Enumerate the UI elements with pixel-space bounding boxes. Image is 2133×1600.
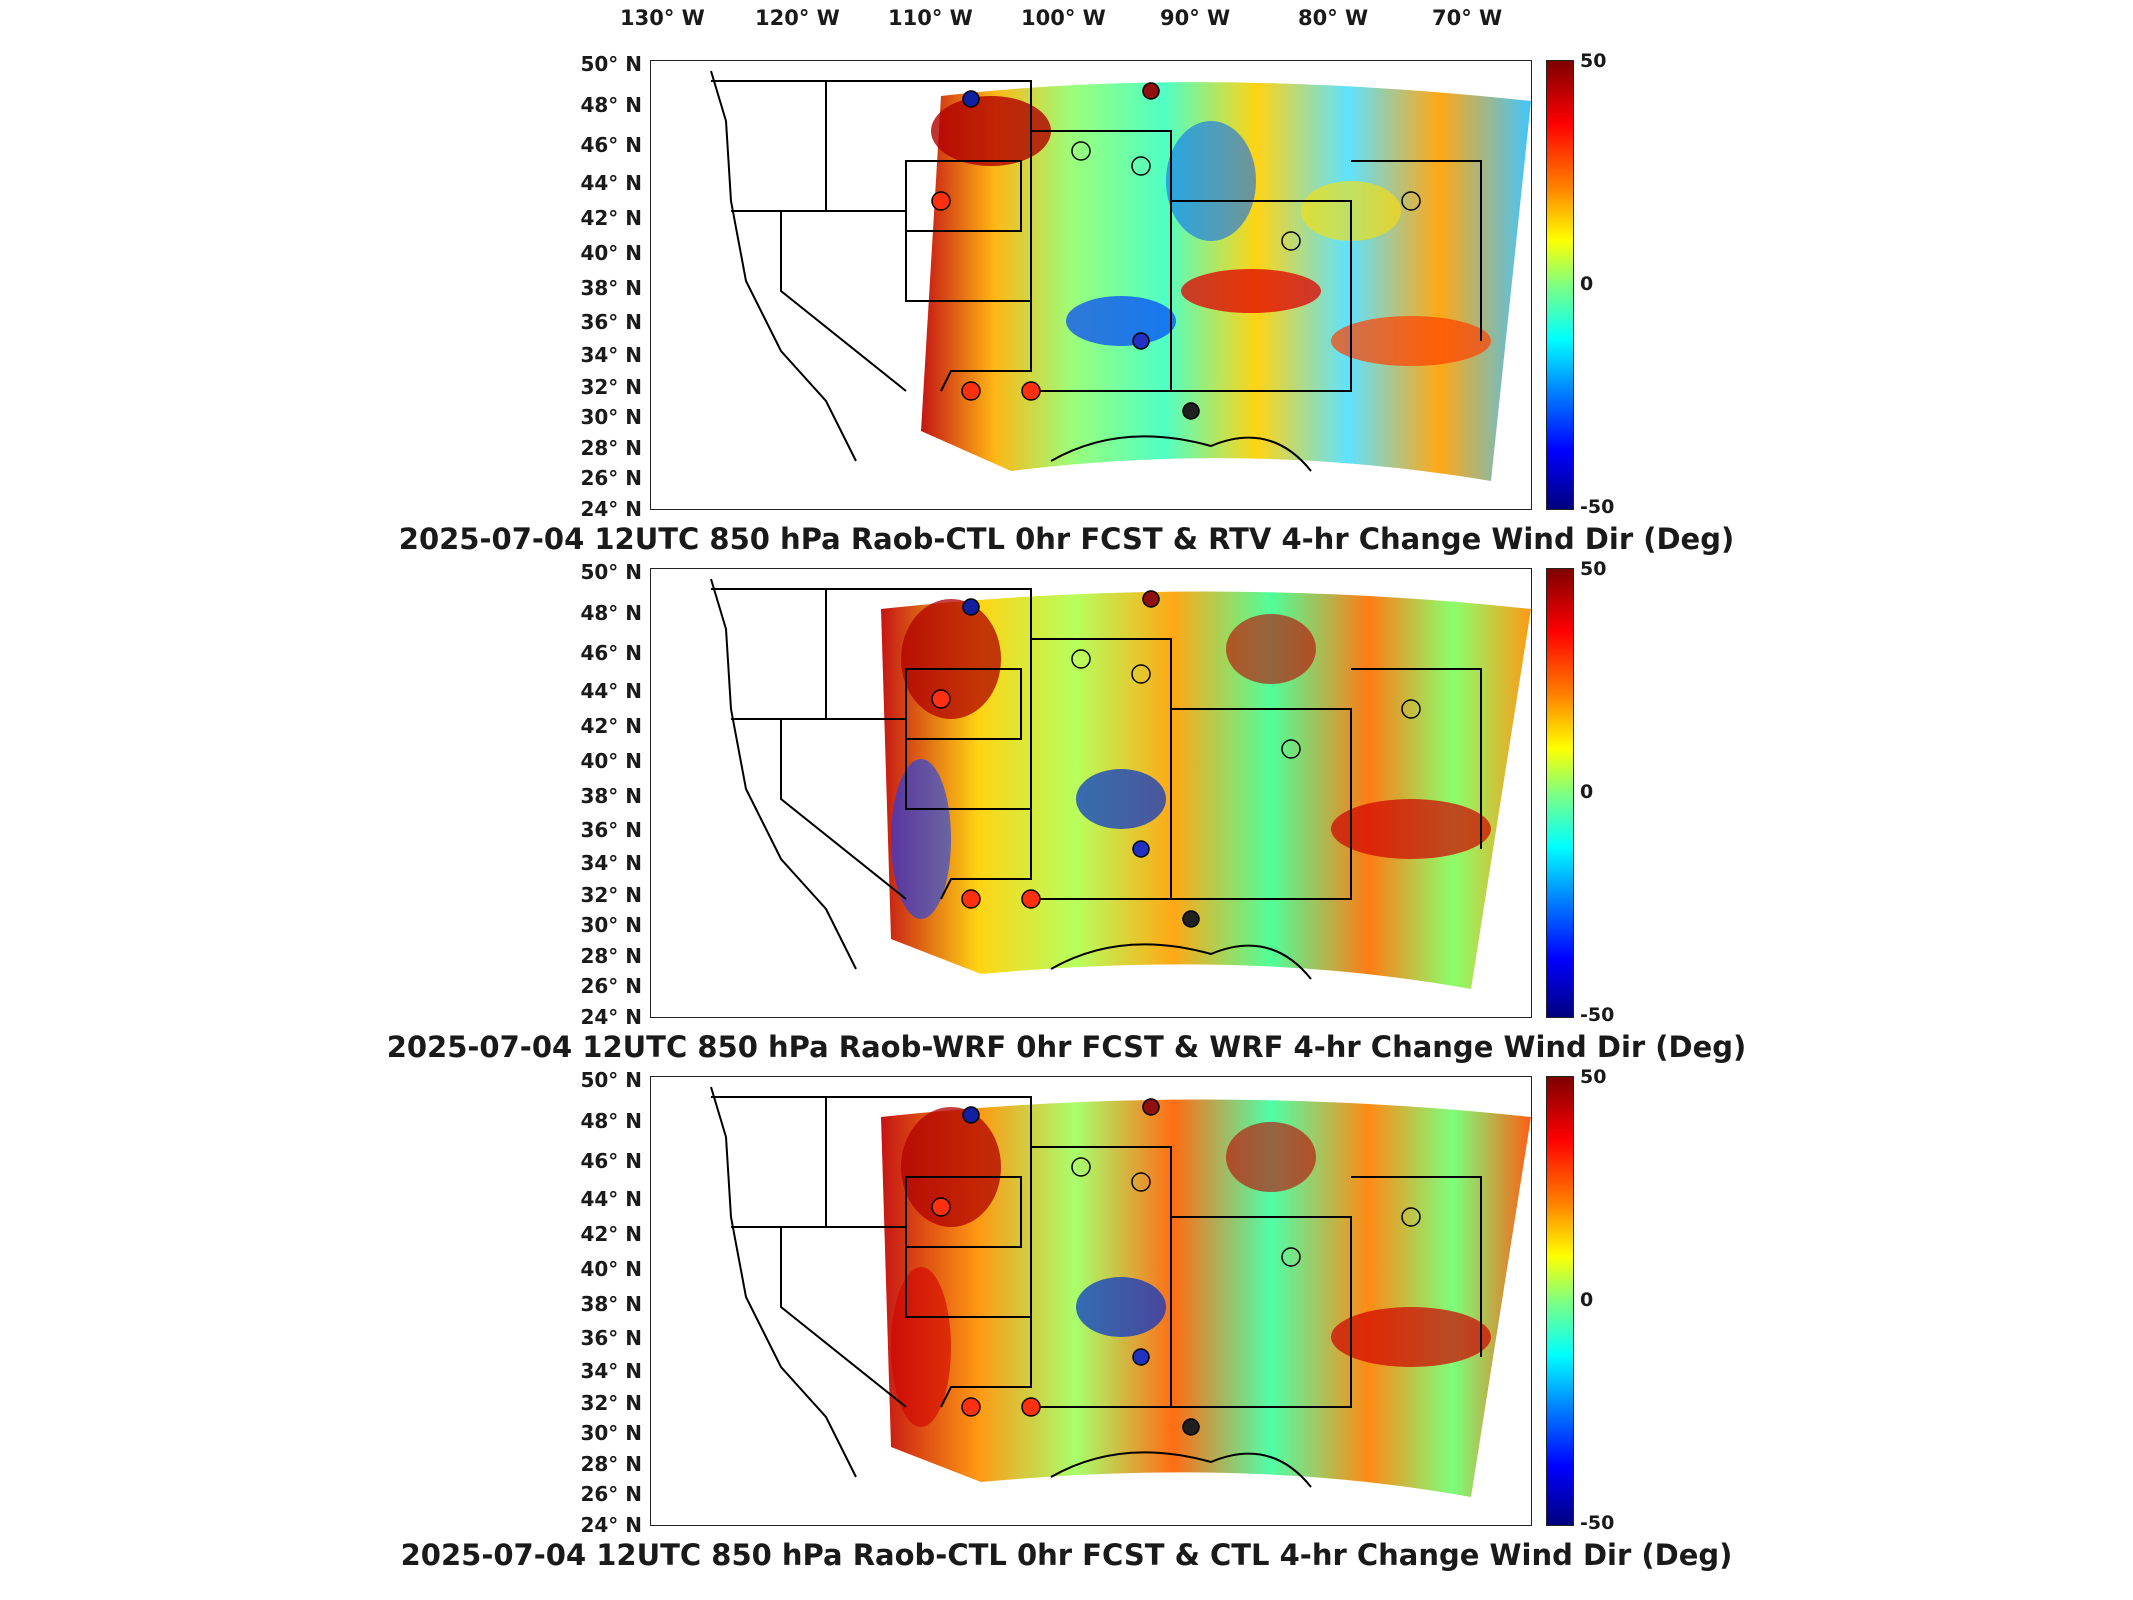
lat-label: 30° N	[580, 405, 642, 429]
lat-label: 40° N	[580, 241, 642, 265]
lat-label: 36° N	[580, 1326, 642, 1350]
lat-label: 44° N	[580, 1187, 642, 1211]
lat-label: 46° N	[580, 1149, 642, 1173]
map-frame	[650, 60, 1532, 510]
colorbar-max-label: 50	[1580, 1066, 1607, 1088]
lat-label: 28° N	[580, 944, 642, 968]
colorbar	[1546, 60, 1574, 510]
lat-label: 34° N	[580, 851, 642, 875]
colorbar	[1546, 568, 1574, 1018]
lat-label: 50° N	[580, 52, 642, 76]
lon-label: 80° W	[1298, 6, 1369, 30]
lat-label: 34° N	[580, 1359, 642, 1383]
colorbar-max-label: 50	[1580, 50, 1607, 72]
lat-label: 26° N	[580, 1482, 642, 1506]
lat-label: 28° N	[580, 1452, 642, 1476]
lat-label: 48° N	[580, 1109, 642, 1133]
colorbar-mid-label: 0	[1580, 273, 1594, 295]
lat-label: 40° N	[580, 749, 642, 773]
lat-label: 48° N	[580, 93, 642, 117]
panel-caption: 2025-07-04 12UTC 850 hPa Raob-WRF 0hr FC…	[386, 1030, 1747, 1064]
lat-label: 34° N	[580, 343, 642, 367]
lon-label: 100° W	[1021, 6, 1106, 30]
lat-label: 24° N	[580, 1005, 642, 1029]
lat-label: 38° N	[580, 1292, 642, 1316]
panel-caption: 2025-07-04 12UTC 850 hPa Raob-CTL 0hr FC…	[400, 1538, 1733, 1572]
lat-label: 42° N	[580, 206, 642, 230]
lat-label: 26° N	[580, 466, 642, 490]
lat-label: 46° N	[580, 133, 642, 157]
lon-label: 120° W	[755, 6, 840, 30]
colorbar-min-label: -50	[1580, 1004, 1615, 1026]
lat-label: 38° N	[580, 276, 642, 300]
lat-label: 42° N	[580, 714, 642, 738]
lat-label: 32° N	[580, 375, 642, 399]
lat-label: 32° N	[580, 883, 642, 907]
lat-label: 32° N	[580, 1391, 642, 1415]
colorbar-max-label: 50	[1580, 558, 1607, 580]
lat-label: 50° N	[580, 1068, 642, 1092]
lat-label: 50° N	[580, 560, 642, 584]
lat-label: 24° N	[580, 497, 642, 521]
lat-label: 28° N	[580, 436, 642, 460]
wind-direction-map	[710, 578, 1531, 989]
lat-label: 44° N	[580, 679, 642, 703]
lon-label: 90° W	[1160, 6, 1231, 30]
lat-label: 30° N	[580, 1421, 642, 1445]
lat-label: 36° N	[580, 310, 642, 334]
lon-label: 130° W	[620, 6, 705, 30]
lon-label: 110° W	[888, 6, 973, 30]
lat-label: 40° N	[580, 1257, 642, 1281]
colorbar-min-label: -50	[1580, 496, 1615, 518]
wind-direction-map	[710, 1086, 1531, 1497]
panel-caption: 2025-07-04 12UTC 850 hPa Raob-CTL 0hr FC…	[398, 522, 1735, 556]
lat-label: 38° N	[580, 784, 642, 808]
map-frame	[650, 1076, 1532, 1526]
colorbar-mid-label: 0	[1580, 781, 1594, 803]
lat-label: 46° N	[580, 641, 642, 665]
colorbar-mid-label: 0	[1580, 1289, 1594, 1311]
lat-label: 44° N	[580, 171, 642, 195]
lat-label: 24° N	[580, 1513, 642, 1537]
lat-label: 48° N	[580, 601, 642, 625]
lon-label: 70° W	[1432, 6, 1503, 30]
colorbar-min-label: -50	[1580, 1512, 1615, 1534]
lat-label: 42° N	[580, 1222, 642, 1246]
lat-label: 36° N	[580, 818, 642, 842]
map-frame	[650, 568, 1532, 1018]
lat-label: 30° N	[580, 913, 642, 937]
colorbar	[1546, 1076, 1574, 1526]
wind-direction-map	[710, 70, 1531, 482]
lat-label: 26° N	[580, 974, 642, 998]
